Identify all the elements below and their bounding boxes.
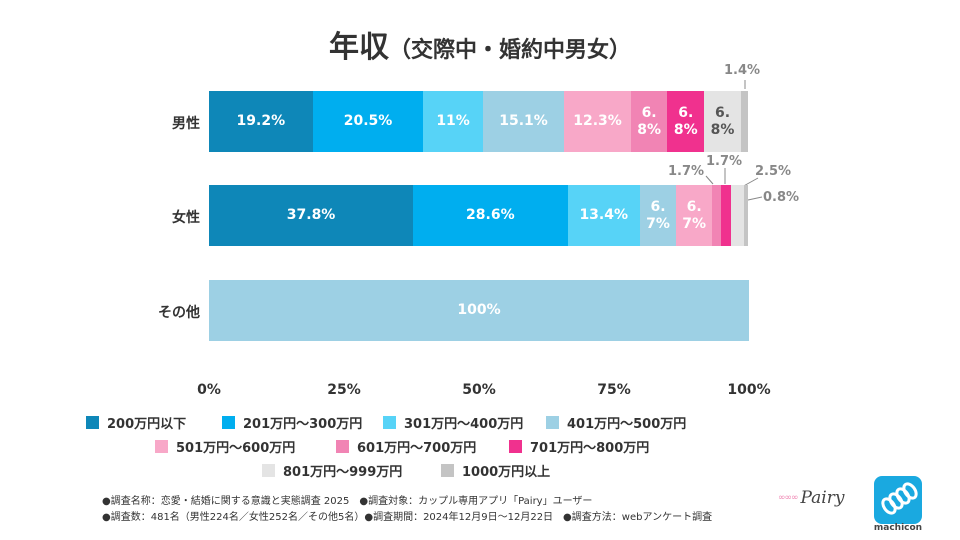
data-label: 28.6% (466, 206, 515, 223)
bar-segment (482, 91, 565, 152)
title-main: 年収 (328, 30, 389, 65)
bar-segment (423, 91, 483, 152)
x-tick-label: 100% (727, 382, 771, 398)
data-label: 1.7% (668, 164, 705, 179)
data-label: 1.7% (706, 154, 743, 169)
bar-segment (704, 91, 741, 152)
bar-segment (712, 185, 722, 246)
legend-label: 1000万円以上 (462, 465, 551, 480)
legend-label: 401万円～500万円 (567, 417, 687, 432)
bar-segment (667, 91, 705, 152)
bar-segment (639, 185, 677, 246)
legend-swatch (155, 440, 168, 453)
data-label: 6.8% (710, 104, 735, 138)
legend-item: 401万円～500万円 (546, 413, 686, 432)
pairy-mark-icon: ∞∞∞ (778, 493, 798, 503)
data-label: 6.7% (646, 198, 670, 232)
legend-item: 1000万円以上 (441, 461, 550, 480)
legend-swatch (546, 416, 559, 429)
bar-segment (209, 185, 414, 246)
bar-segment (413, 185, 568, 246)
legend-item: 701万円～800万円 (509, 437, 649, 456)
category-label: その他 (158, 304, 200, 321)
data-label: 100% (457, 301, 501, 318)
legend-label: 701万円～800万円 (530, 441, 650, 456)
bar-segment (721, 185, 731, 246)
x-tick-label: 25% (327, 382, 361, 398)
data-label: 20.5% (343, 112, 393, 129)
data-label: 0.8% (763, 190, 800, 205)
data-label: 2.5% (755, 164, 792, 179)
footnote-survey-info: ●調査名称：恋愛・結婚に関する意識と実態調査 2025 ●調査対象：カップル専用… (102, 496, 593, 507)
pairy-wordmark: Pairy (800, 488, 845, 508)
legend-item: 801万円～999万円 (262, 461, 402, 480)
leader-line (747, 196, 763, 201)
category-label: 女性 (172, 209, 200, 226)
legend-label: 301万円～400万円 (404, 417, 524, 432)
footnote-survey-details: ●調査数：481名（男性224名／女性252名／その他5名）●調査期間：2024… (102, 512, 713, 523)
data-label: 12.3% (573, 112, 622, 129)
legend-swatch (441, 464, 454, 477)
legend-swatch (222, 416, 235, 429)
bar-segment (312, 91, 424, 152)
bar-segment (744, 185, 749, 246)
x-tick-label: 50% (462, 382, 496, 398)
legend-item: 601万円～700万円 (336, 437, 476, 456)
legend-item: 200万円以下 (86, 413, 186, 432)
machicon-wordmark: machicon (873, 523, 923, 533)
chart-title: 年収（交際中・婚約中男女） (0, 22, 960, 66)
machicon-logo-icon (874, 476, 922, 524)
bar-segment (209, 280, 749, 341)
legend-swatch (509, 440, 522, 453)
stacked-bar-chart: 男性 19.2% 20.5% 11% 15.1% 12.3% 6.8% 6.8% 6.8% 1.4… (158, 63, 800, 398)
bar-segment (676, 185, 713, 246)
legend-label: 201万円～300万円 (243, 417, 363, 432)
data-label: 6.8% (637, 104, 661, 138)
pairy-logo: ∞∞∞ Pairy (778, 486, 863, 510)
data-label: 15.1% (499, 112, 548, 129)
data-label: 11% (436, 112, 470, 129)
legend-label: 200万円以下 (107, 417, 187, 432)
leader-line (705, 175, 714, 185)
legend-swatch (86, 416, 99, 429)
data-label: 37.8% (286, 206, 336, 223)
category-label: 男性 (172, 115, 200, 132)
bar-segment (740, 91, 749, 152)
data-label: 19.2% (236, 112, 286, 129)
data-label: 6.8% (673, 104, 698, 138)
bar-segment (209, 91, 313, 152)
legend-label: 801万円～999万円 (283, 465, 403, 480)
legend-item: 301万円～400万円 (383, 413, 523, 432)
legend-label: 501万円～600万円 (176, 441, 296, 456)
legend-swatch (383, 416, 396, 429)
bar-segment (564, 91, 631, 152)
title-sub: （交際中・婚約中男女） (388, 38, 631, 63)
data-label: 1.4% (724, 63, 761, 78)
legend-item: 501万円～600万円 (155, 437, 295, 456)
x-tick-label: 75% (597, 382, 631, 398)
machicon-rings-icon (881, 482, 918, 515)
data-label: 13.4% (579, 206, 629, 223)
bar-segment (567, 185, 640, 246)
data-label: 6.7% (682, 198, 707, 232)
bar-segment (730, 185, 745, 246)
legend-swatch (262, 464, 275, 477)
bar-segment (630, 91, 668, 152)
x-tick-label: 0% (197, 382, 221, 398)
legend-swatch (336, 440, 349, 453)
legend-label: 601万円～700万円 (357, 441, 477, 456)
legend-item: 201万円～300万円 (222, 413, 362, 432)
